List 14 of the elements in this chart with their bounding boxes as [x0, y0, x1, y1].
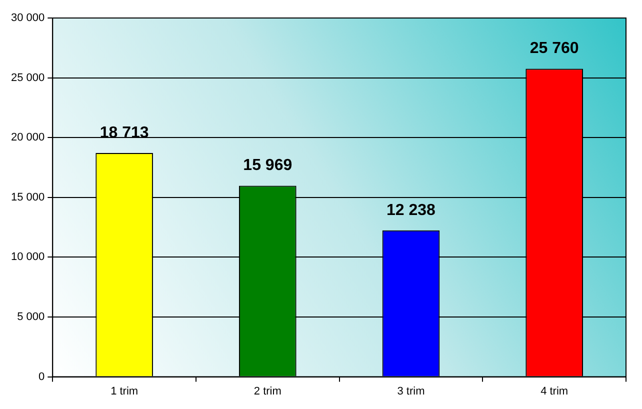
y-tick-label: 20 000: [10, 132, 45, 144]
x-tick-label: 3 trim: [397, 385, 425, 398]
y-tick-label: 10 000: [10, 251, 45, 264]
data-label: 15 969: [243, 157, 292, 174]
x-tick-label: 1 trim: [110, 385, 138, 398]
y-tick-label: 30 000: [10, 12, 45, 24]
x-tick-label: 4 trim: [540, 385, 568, 398]
y-tick-label: 15 000: [10, 191, 45, 204]
y-tick-label: 5 000: [17, 311, 45, 324]
data-label: 12 238: [386, 202, 436, 219]
x-tick-label: 2 trim: [254, 385, 282, 398]
data-label: 25 760: [530, 40, 579, 58]
y-tick-label: 0: [38, 370, 45, 383]
y-tick-label: 25 000: [10, 72, 45, 84]
